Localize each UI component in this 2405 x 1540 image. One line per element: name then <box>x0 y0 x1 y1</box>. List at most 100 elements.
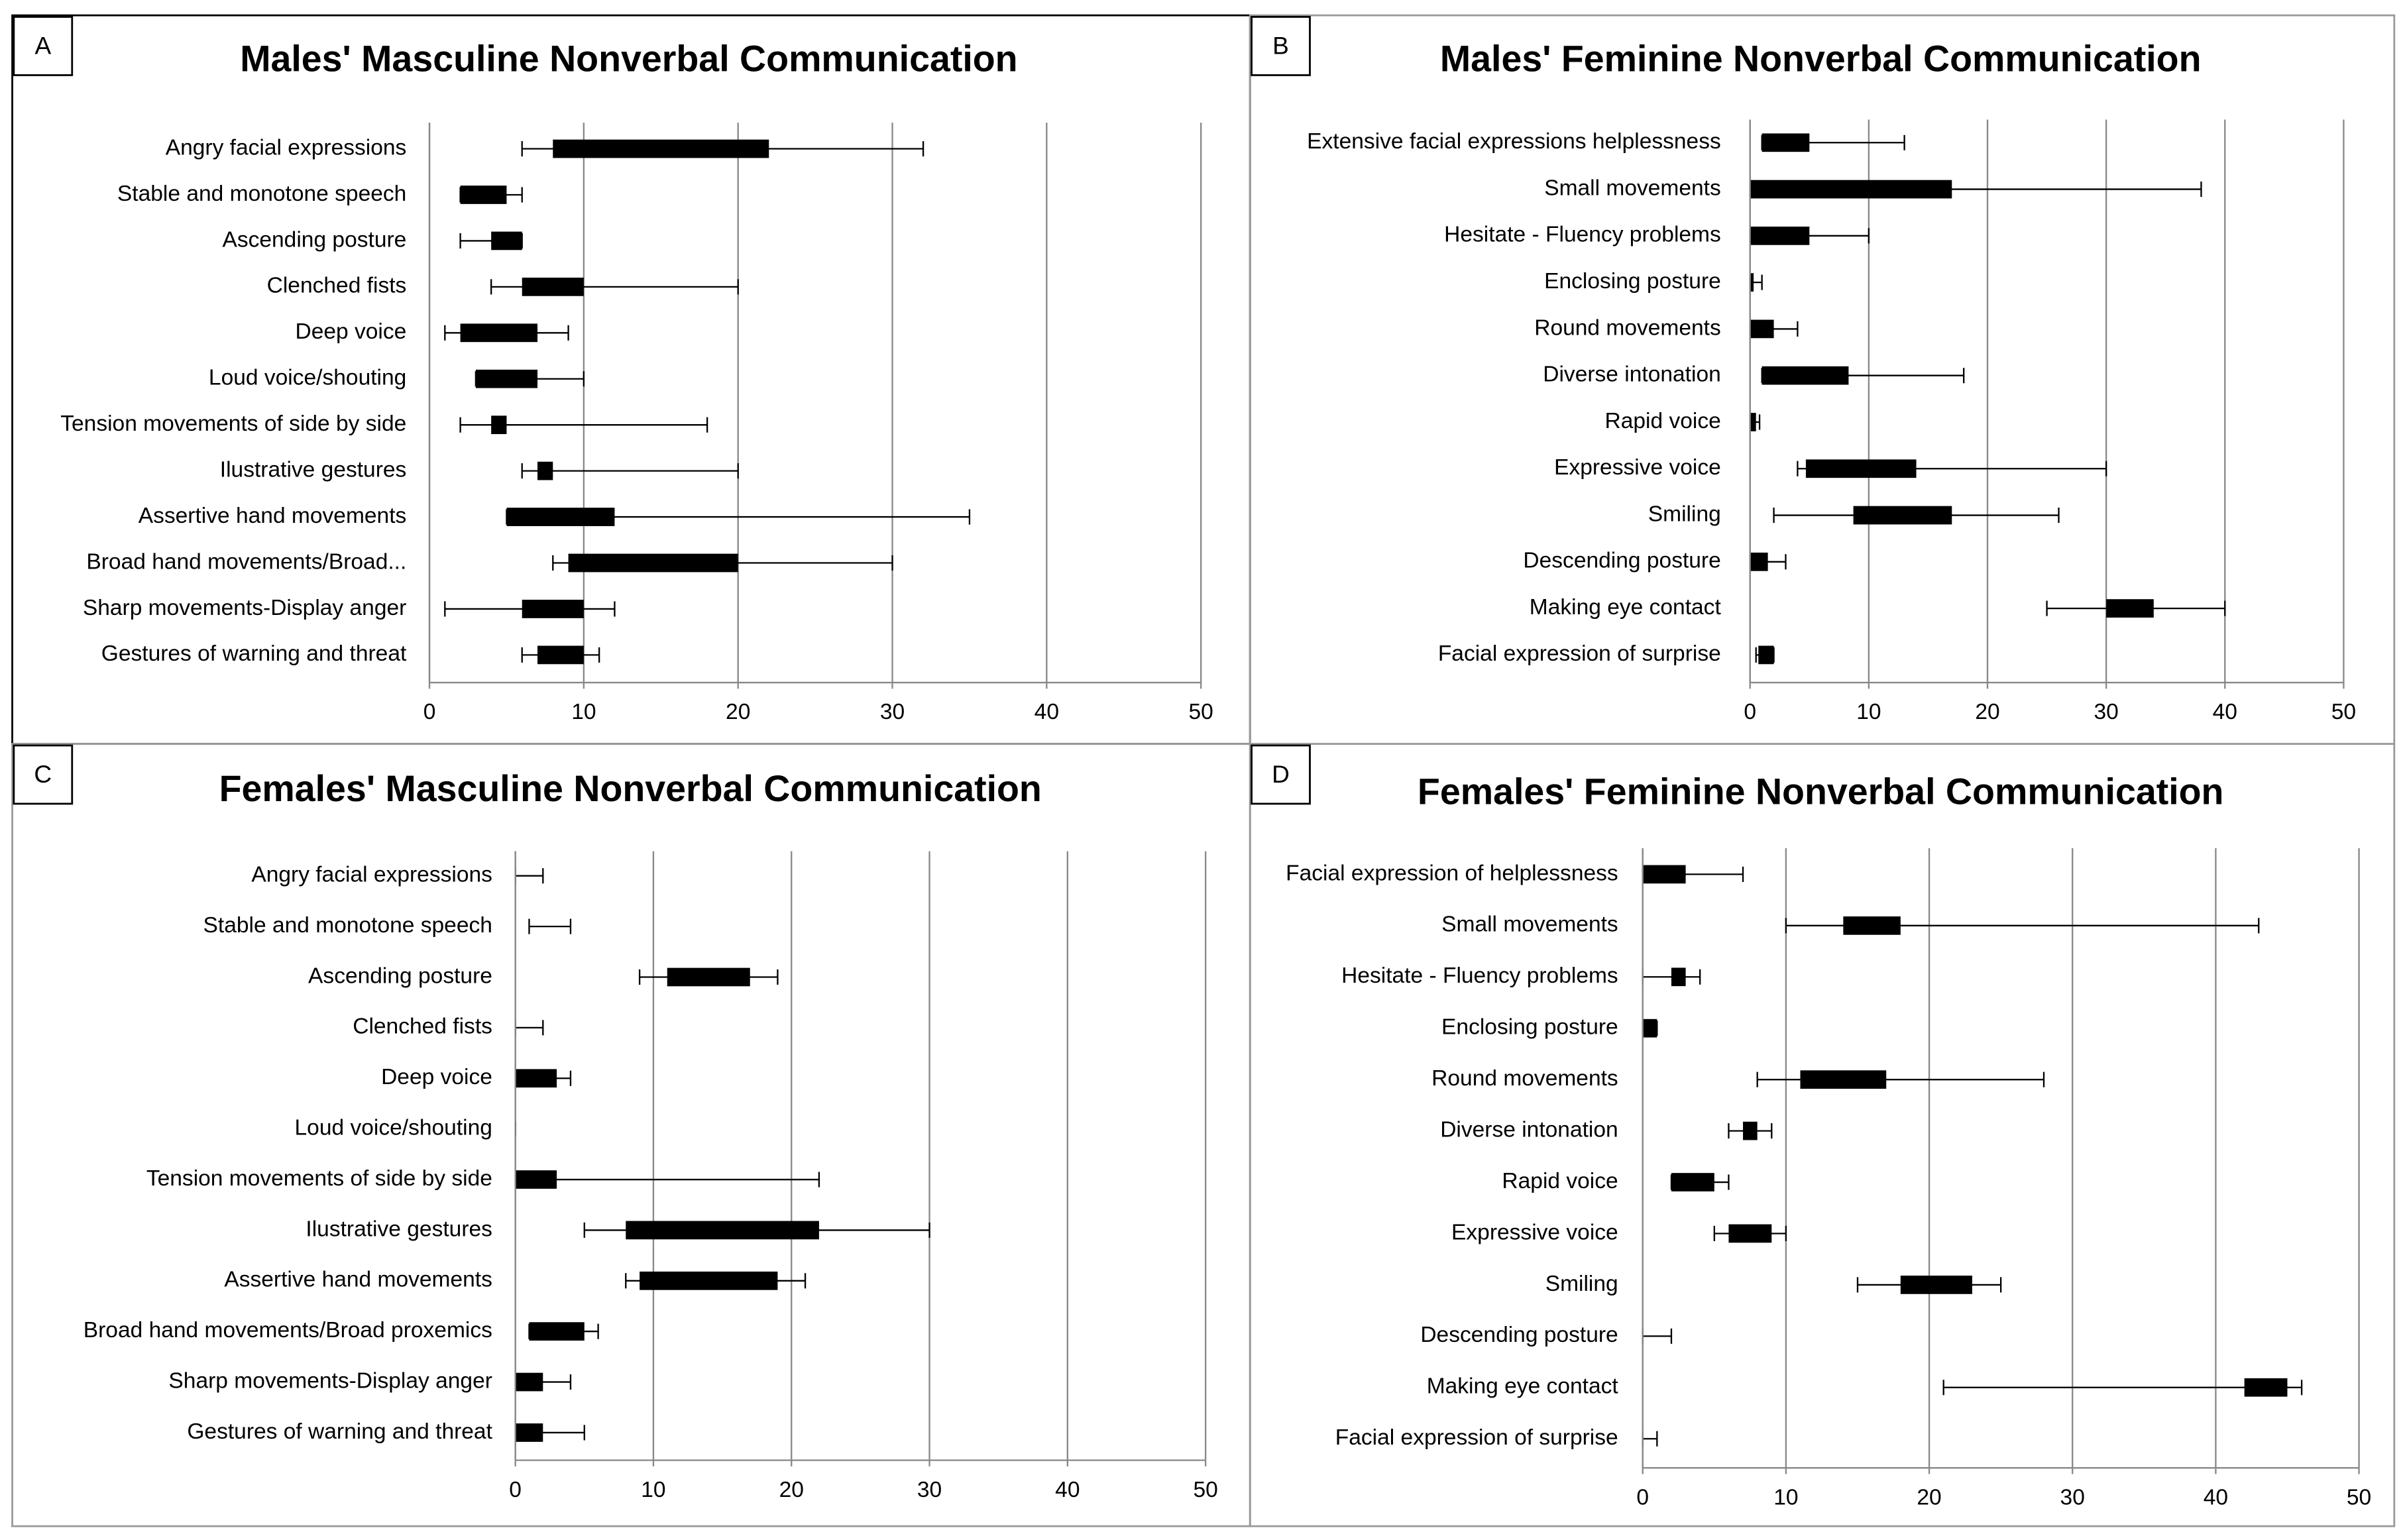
category-label: Rapid voice <box>1604 409 1720 433</box>
category-label: Ilustrative gestures <box>220 457 407 482</box>
category-label: Small movements <box>1544 176 1721 200</box>
category-label: Facial expression of surprise <box>1438 641 1721 666</box>
category-label: Sharp movements-Display anger <box>83 596 406 620</box>
category-label: Facial expression of helplessness <box>1286 861 1618 885</box>
x-tick-label: 30 <box>917 1478 942 1502</box>
x-tick-label: 50 <box>1193 1478 1217 1502</box>
x-tick-label: 40 <box>2213 700 2237 724</box>
category-label: Clenched fists <box>267 274 407 298</box>
category-label: Clenched fists <box>353 1015 492 1039</box>
panel-label: A <box>34 32 51 60</box>
box <box>667 967 750 987</box>
box <box>522 277 584 296</box>
box <box>529 1322 585 1341</box>
category-label: Making eye contact <box>1530 595 1722 620</box>
category-label: Ilustrative gestures <box>306 1217 492 1241</box>
x-tick-label: 10 <box>641 1478 665 1502</box>
box <box>506 508 615 526</box>
box <box>515 1069 557 1088</box>
category-label: Stable and monotone speech <box>203 913 492 938</box>
panel-frame <box>1249 743 2396 1527</box>
category-label: Deep voice <box>381 1065 492 1089</box>
x-tick-label: 40 <box>1055 1478 1080 1502</box>
box <box>522 600 584 618</box>
box <box>1750 319 1774 339</box>
box <box>515 1423 543 1442</box>
x-tick-label: 30 <box>2060 1485 2085 1510</box>
box <box>1671 1173 1714 1191</box>
category-label: Descending posture <box>1523 549 1720 573</box>
x-tick-label: 40 <box>2204 1485 2228 1510</box>
x-tick-label: 20 <box>779 1478 804 1502</box>
category-label: Ascending posture <box>308 963 492 988</box>
panel-label-box <box>1251 744 1311 805</box>
x-tick-label: 50 <box>1189 700 1213 724</box>
x-tick-label: 50 <box>2347 1485 2371 1510</box>
box <box>515 1170 557 1189</box>
box <box>626 1221 819 1240</box>
box <box>640 1271 778 1290</box>
category-label: Expressive voice <box>1451 1220 1618 1244</box>
category-label: Extensive facial expressions helplessnes… <box>1307 129 1721 154</box>
chart-title: Females' Feminine Nonverbal Communicatio… <box>1418 771 2224 812</box>
box <box>1750 180 1952 199</box>
category-label: Broad hand movements/Broad... <box>86 549 406 574</box>
x-tick-label: 20 <box>1975 700 1999 724</box>
category-label: Round movements <box>1431 1066 1618 1091</box>
box <box>491 231 522 250</box>
category-label: Deep voice <box>295 319 406 344</box>
panel-label: C <box>34 760 52 788</box>
box <box>1728 1224 1772 1243</box>
box <box>1900 1276 1972 1294</box>
box <box>1743 1121 1758 1140</box>
category-label: Smiling <box>1545 1272 1618 1296</box>
box <box>1805 459 1917 478</box>
box <box>568 553 738 573</box>
x-tick-label: 10 <box>1773 1485 1798 1510</box>
box <box>537 461 553 480</box>
category-label: Round movements <box>1534 315 1721 340</box>
box <box>460 323 538 343</box>
panel-label-box <box>13 16 74 76</box>
x-tick-label: 0 <box>1636 1485 1649 1510</box>
x-tick-label: 10 <box>1856 700 1881 724</box>
box <box>1853 506 1952 525</box>
x-tick-label: 20 <box>1917 1485 1941 1510</box>
box <box>553 139 769 158</box>
box <box>460 186 507 204</box>
panel-label-box <box>13 744 74 805</box>
category-label: Loud voice/shouting <box>295 1116 492 1140</box>
category-label: Smiling <box>1648 502 1721 526</box>
category-label: Facial expression of surprise <box>1335 1425 1618 1450</box>
box <box>1843 916 1901 935</box>
category-label: Diverse intonation <box>1440 1117 1618 1142</box>
x-tick-label: 30 <box>880 700 905 724</box>
box <box>1762 366 1849 385</box>
x-tick-label: 0 <box>509 1478 522 1502</box>
box <box>1762 133 1810 152</box>
category-label: Angry facial expressions <box>251 863 492 887</box>
chart-title: Males' Feminine Nonverbal Communication <box>1440 38 2202 79</box>
chart-title: Females' Masculine Nonverbal Communicati… <box>219 768 1042 809</box>
category-label: Expressive voice <box>1554 455 1721 480</box>
category-label: Enclosing posture <box>1441 1015 1618 1040</box>
panel-label: D <box>1272 760 1290 788</box>
category-label: Enclosing posture <box>1544 269 1721 294</box>
box <box>2106 599 2154 618</box>
x-tick-label: 10 <box>571 700 596 724</box>
category-label: Descending posture <box>1420 1323 1618 1347</box>
box <box>1750 226 1810 245</box>
box <box>1750 273 1754 292</box>
box <box>537 645 584 665</box>
box <box>2244 1378 2288 1397</box>
category-label: Hesitate - Fluency problems <box>1444 223 1721 247</box>
x-tick-label: 0 <box>1744 700 1756 724</box>
chart-title: Males' Masculine Nonverbal Communication <box>240 38 1017 79</box>
box <box>1671 967 1686 987</box>
category-label: Diverse intonation <box>1543 362 1721 387</box>
x-tick-label: 50 <box>2331 700 2356 724</box>
box <box>1750 552 1768 571</box>
x-tick-label: 40 <box>1035 700 1059 724</box>
category-label: Ascending posture <box>222 227 406 252</box>
